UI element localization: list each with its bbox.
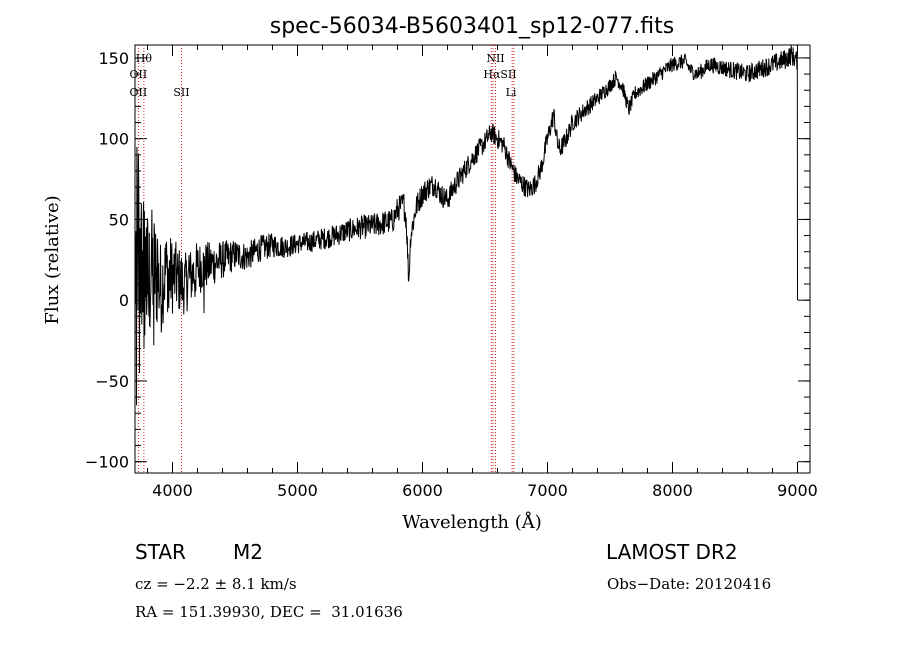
line-annotation: Li — [506, 86, 517, 99]
line-annotation: SII — [173, 86, 189, 99]
coordinates-text: RA = 151.39930, DEC = 31.01636 — [135, 603, 403, 621]
y-tick-label: 0 — [119, 291, 129, 310]
x-tick-label: 5000 — [277, 481, 318, 500]
x-tick-label: 9000 — [777, 481, 818, 500]
spectral-subclass: M2 — [233, 540, 263, 564]
line-annotation: NII — [486, 52, 504, 65]
line-annotation: OII — [130, 86, 148, 99]
x-tick-label: 6000 — [402, 481, 443, 500]
y-axis-label: Flux (relative) — [42, 195, 63, 324]
y-tick-label: 100 — [98, 130, 129, 149]
x-tick-label: 7000 — [527, 481, 568, 500]
chart-title: spec-56034-B5603401_sp12-077.fits — [270, 14, 675, 39]
obs-date-text: Obs−Date: 20120416 — [607, 575, 772, 593]
line-annotation: Hθ — [136, 52, 153, 65]
y-tick-label: 150 — [98, 49, 129, 68]
x-tick-label: 4000 — [152, 481, 193, 500]
survey-name: LAMOST DR2 — [606, 540, 738, 564]
x-axis-label: Wavelength (Å) — [402, 511, 542, 533]
redshift-text: cz = −2.2 ± 8.1 km/s — [135, 575, 297, 593]
line-annotation: OII — [130, 68, 148, 81]
object-type: STAR — [135, 540, 186, 564]
spectrum-line — [135, 45, 798, 406]
x-tick-label: 8000 — [652, 481, 693, 500]
y-tick-label: 50 — [109, 210, 129, 229]
y-tick-label: −50 — [95, 372, 129, 391]
y-tick-label: −100 — [85, 453, 129, 472]
spectrum-chart: spec-56034-B5603401_sp12-077.fits Flux (… — [42, 14, 818, 533]
line-annotation: HαSII — [483, 68, 516, 81]
